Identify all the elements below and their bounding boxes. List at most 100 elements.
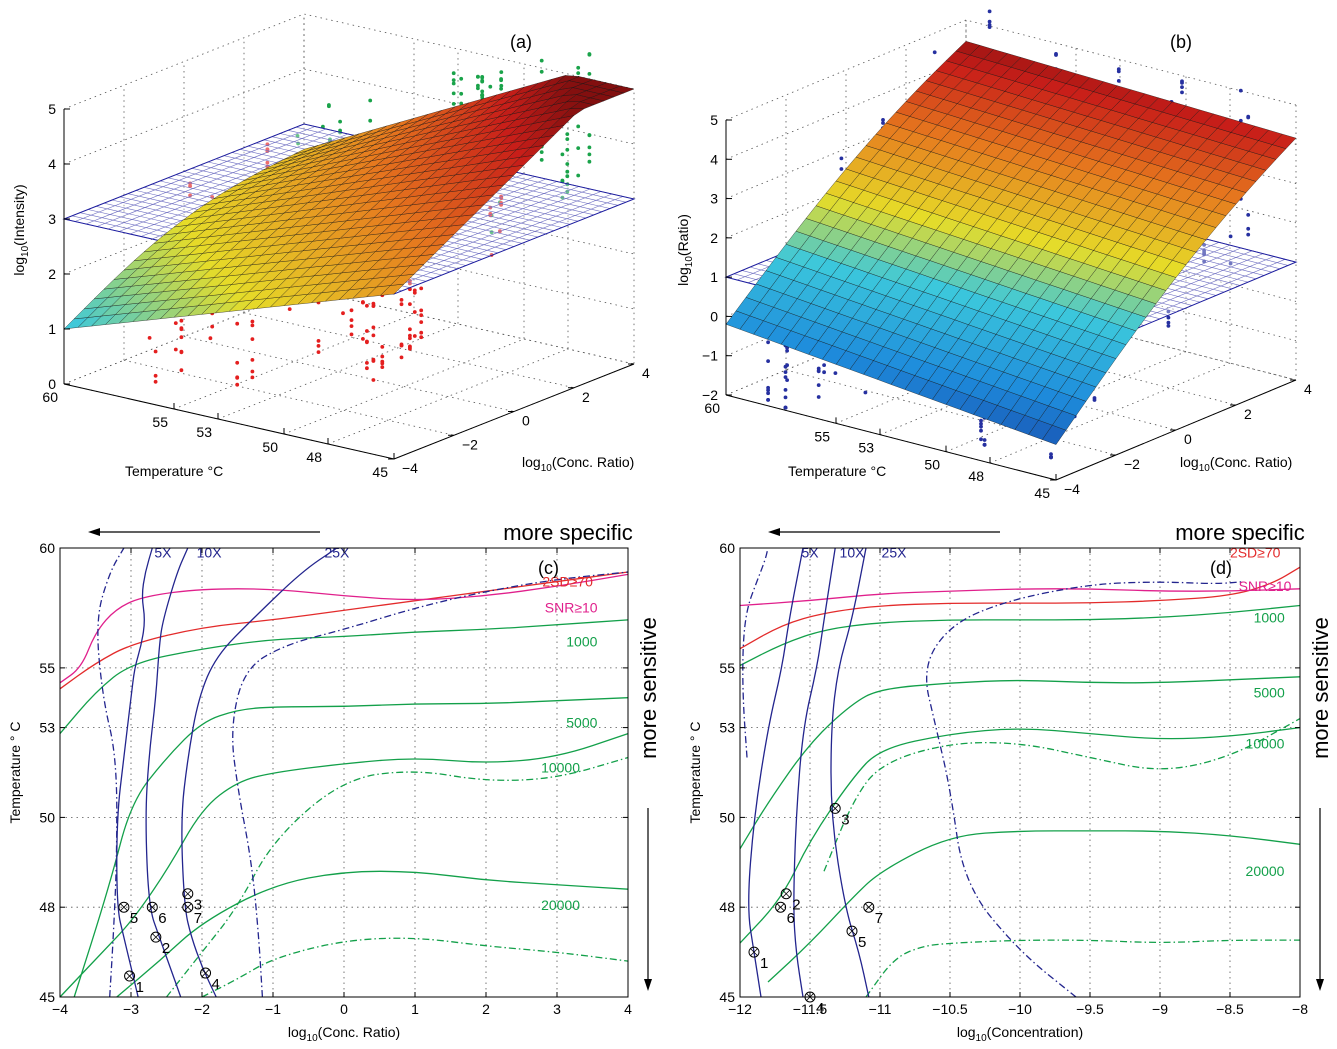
more-sensitive-label: more sensitive [636,617,661,759]
data-point [371,325,376,330]
line-label: 20000 [541,897,580,913]
sensitive-arrowhead [644,979,652,991]
data-point [816,369,821,374]
x-tick-label: −8 [1292,1001,1308,1017]
y-axis-label: Temperature ° C [687,721,703,823]
series-line-5000-3 [739,676,1301,850]
marker-circle [748,946,760,958]
data-point [412,334,417,338]
series-line-20000-5 [767,830,1301,983]
series-line-dashed-12 [232,571,629,998]
data-point [173,347,178,352]
data-point [1228,234,1233,239]
y-tick-label: 60 [719,540,735,556]
sensitive-arrowhead [1316,979,1324,991]
marker-cross [184,889,192,898]
data-point [1228,261,1233,266]
data-point [365,366,369,371]
marker-cross [125,972,134,980]
x-tick-label: −9.5 [1076,1001,1104,1017]
z-tick-label: 5 [710,112,718,128]
t-grid-line [63,14,305,385]
marker-circle [200,967,212,979]
data-point [419,313,424,318]
marker-circle [775,901,787,913]
data-point [783,388,788,392]
y-tick-label: 53 [719,720,735,736]
data-point [365,303,369,308]
x-tick-label: −4 [52,1001,68,1017]
y-tick-label: 45 [39,989,55,1005]
series-line-dashed-11 [97,547,125,998]
data-point [1180,90,1184,95]
y-tick-label: 48 [719,899,735,915]
marker-label: 7 [875,910,883,927]
data-point [982,442,987,447]
t-tick-label: 48 [306,449,322,465]
r-grid-line [183,336,515,412]
data-point [250,375,255,380]
marker-label: 1 [760,955,768,972]
marker-label: 5 [858,934,866,951]
y-tick-label: 60 [39,540,55,556]
data-point [365,361,369,365]
marker-label: 4 [816,1000,824,1017]
marker-label: 6 [158,910,166,927]
specific-arrowhead [88,528,100,536]
data-point [371,378,376,382]
data-point [295,134,300,138]
marker-label: 2 [792,897,800,914]
marker-circle [780,888,792,900]
data-point [816,383,821,387]
data-point [451,71,456,76]
data-point [979,424,983,429]
series-line-10x-9 [145,547,189,998]
surface-patch [955,41,981,56]
t-grid-line [989,88,1231,464]
data-point [1166,324,1171,328]
data-point [365,340,369,345]
data-point [210,324,215,329]
line-label: 5000 [566,715,597,731]
data-point [783,370,788,374]
data-point [560,152,565,157]
z-tick-label: 4 [48,156,56,172]
data-point [349,318,354,322]
t-tick-label: 53 [196,424,212,440]
t-tick-label: 45 [372,464,388,480]
data-point [766,398,770,402]
marker-cross [776,903,785,911]
marker-circle [182,901,194,913]
x-tick-label: 0 [340,1001,348,1017]
data-point [476,86,480,91]
r-tick-label: 4 [1304,381,1312,397]
data-point [179,327,184,332]
data-point [987,25,992,29]
t-tick-label: 50 [924,457,940,473]
data-point [368,118,373,123]
series-line-20000-5 [116,870,629,998]
surface [725,41,1297,445]
data-point [173,321,178,325]
marker-circle [846,925,858,937]
data-point [476,83,480,88]
marker-label: 1 [136,979,144,996]
grid [60,548,628,997]
t-grid-line [945,76,1187,453]
panel-label: (b) [1170,32,1192,52]
data-point [863,390,868,395]
data-point [979,437,983,442]
x-tick-label: −11 [869,1001,892,1017]
z-tick-label: −1 [702,348,718,364]
r-tick-label: 4 [642,365,650,381]
data-point [419,286,424,291]
line-label: SNR≥10 [545,600,598,616]
data-point [250,369,255,374]
series-line-5000-3 [73,697,629,998]
z-tick-label: 0 [710,308,718,324]
panel-label: (c) [538,558,559,578]
data-point [587,152,592,157]
